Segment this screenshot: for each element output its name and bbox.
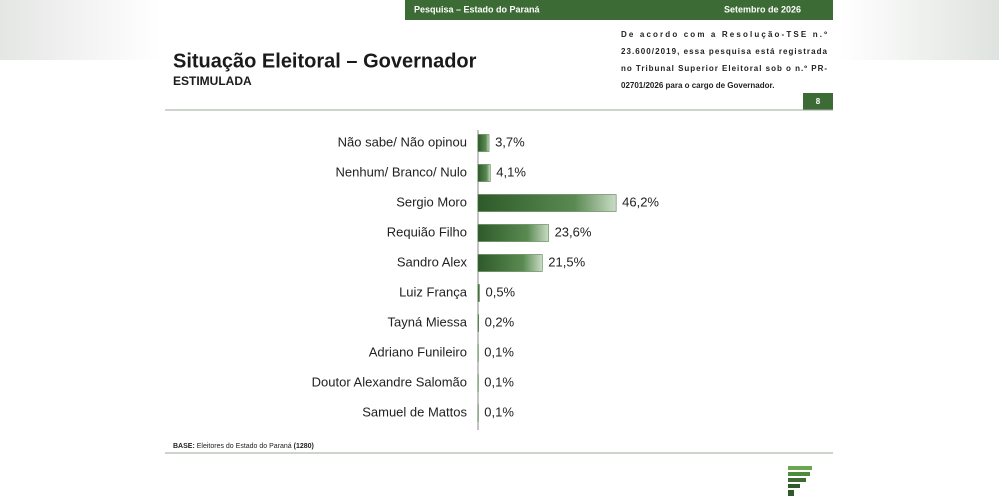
value-label: 46,2% bbox=[622, 194, 659, 209]
category-label: Samuel de Mattos bbox=[362, 404, 467, 419]
logo bbox=[788, 466, 812, 496]
category-label: Doutor Alexandre Salomão bbox=[312, 374, 467, 389]
value-label: 0,1% bbox=[484, 404, 514, 419]
category-label: Não sabe/ Não opinou bbox=[338, 134, 467, 149]
base-text: Eleitores do Estado do Paraná bbox=[197, 443, 292, 450]
blur-edge bbox=[0, 0, 160, 60]
bar bbox=[477, 254, 543, 272]
header-bar bbox=[405, 0, 833, 20]
category-label: Nenhum/ Branco/ Nulo bbox=[335, 164, 467, 179]
category-label: Tayná Miessa bbox=[388, 314, 468, 329]
value-label: 0,2% bbox=[485, 314, 515, 329]
base-note: BASE: Eleitores do Estado do Paraná (128… bbox=[173, 443, 314, 450]
category-label: Luiz França bbox=[399, 284, 468, 299]
note-line: 23.600/2019, essa pesquisa está registra… bbox=[621, 47, 828, 56]
page-number: 8 bbox=[816, 97, 821, 106]
bar bbox=[477, 224, 549, 242]
category-label: Sandro Alex bbox=[397, 254, 468, 269]
chart-subtitle: ESTIMULADA bbox=[173, 74, 252, 88]
header-survey: Pesquisa – Estado do Paraná bbox=[414, 4, 541, 14]
value-label: 3,7% bbox=[495, 134, 525, 149]
blur-edge bbox=[840, 0, 999, 60]
value-label: 0,5% bbox=[485, 284, 515, 299]
category-label: Adriano Funileiro bbox=[369, 344, 467, 359]
note-line: no Tribunal Superior Eleitoral sob o n.º… bbox=[621, 64, 827, 73]
value-label: 23,6% bbox=[555, 224, 592, 239]
value-label: 0,1% bbox=[484, 374, 514, 389]
value-label: 21,5% bbox=[548, 254, 585, 269]
registration-note: De acordo com a Resolução-TSE n.º 23.600/… bbox=[621, 30, 828, 90]
header-date: Setembro de 2026 bbox=[724, 4, 801, 14]
note-line: De acordo com a Resolução-TSE n.º bbox=[621, 30, 827, 39]
bar bbox=[477, 314, 479, 332]
note-line: 02701/2026 para o cargo de Governador. bbox=[621, 81, 774, 90]
category-label: Requião Filho bbox=[387, 224, 467, 239]
base-label: BASE: bbox=[173, 443, 195, 450]
bar bbox=[477, 194, 617, 212]
page-badge bbox=[803, 93, 833, 110]
value-label: 0,1% bbox=[484, 344, 514, 359]
value-label: 4,1% bbox=[496, 164, 526, 179]
chart-title: Situação Eleitoral – Governador bbox=[173, 50, 477, 72]
category-label: Sergio Moro bbox=[396, 194, 467, 209]
base-count: (1280) bbox=[294, 443, 314, 450]
bar bbox=[477, 284, 480, 302]
bar bbox=[477, 134, 490, 152]
bar bbox=[477, 164, 491, 182]
